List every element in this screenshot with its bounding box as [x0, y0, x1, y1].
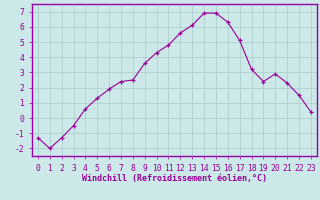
- X-axis label: Windchill (Refroidissement éolien,°C): Windchill (Refroidissement éolien,°C): [82, 174, 267, 183]
